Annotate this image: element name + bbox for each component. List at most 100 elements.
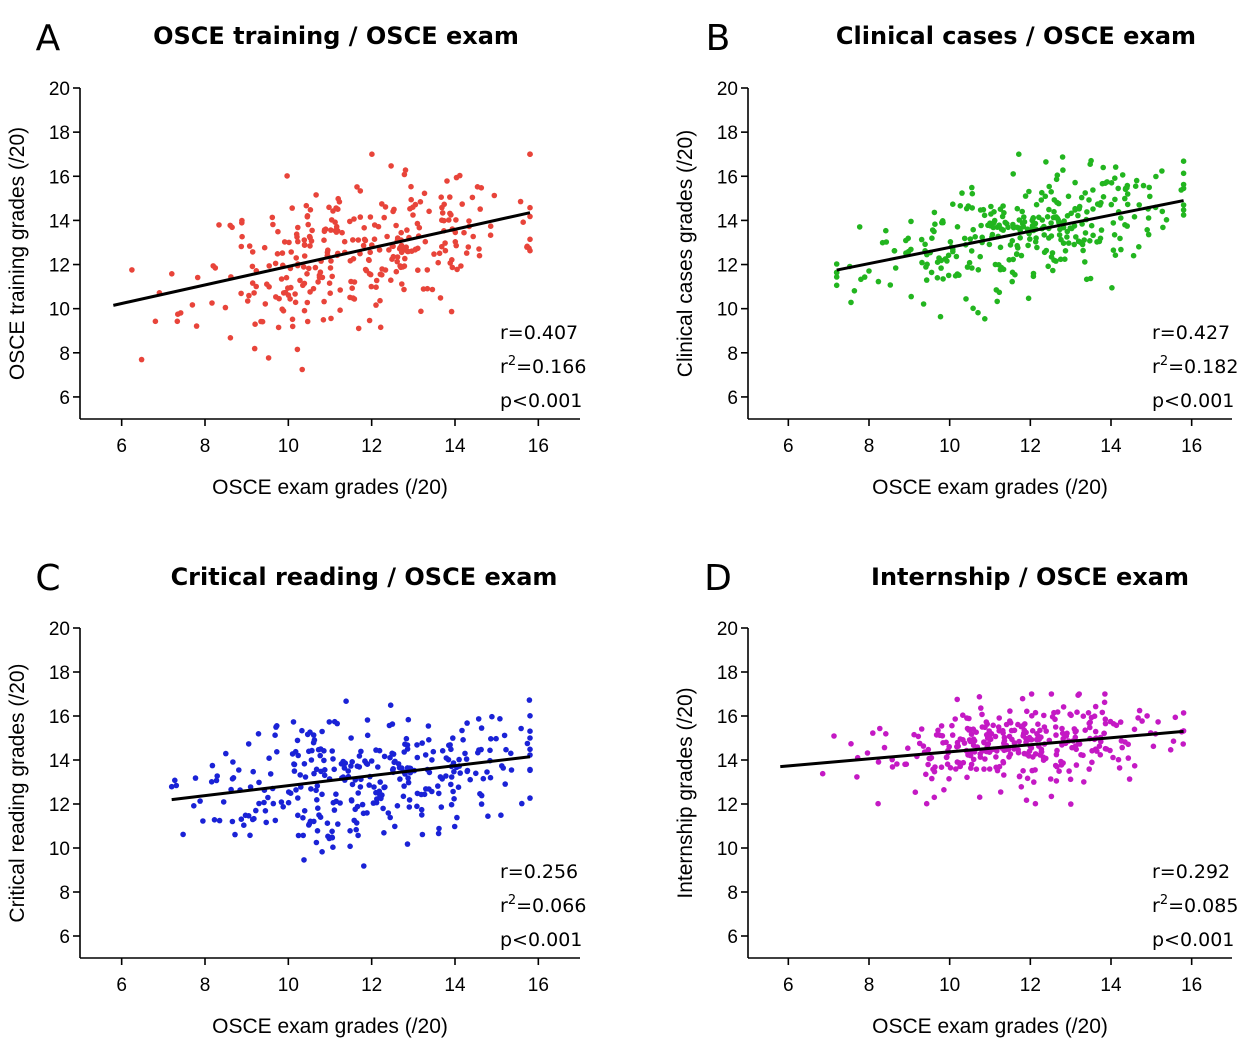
data-point bbox=[1033, 201, 1040, 208]
data-point bbox=[321, 748, 327, 754]
data-point bbox=[367, 271, 374, 278]
data-point bbox=[442, 247, 449, 254]
data-point bbox=[476, 246, 482, 252]
data-point bbox=[454, 266, 460, 273]
data-point bbox=[291, 768, 298, 774]
data-point bbox=[489, 713, 495, 720]
data-point bbox=[1086, 720, 1092, 727]
data-point bbox=[949, 722, 955, 729]
data-point bbox=[923, 277, 930, 283]
stat-r2-superscript: 2 bbox=[508, 893, 516, 908]
panel-b: B Clinical cases / OSCE exam 6 8 10 12 14 16 18 2… bbox=[674, 18, 1238, 499]
data-point bbox=[426, 769, 433, 776]
data-point bbox=[854, 774, 860, 780]
data-point bbox=[931, 209, 938, 216]
data-point bbox=[381, 830, 387, 836]
data-point bbox=[211, 817, 218, 823]
data-point bbox=[462, 750, 468, 757]
data-point bbox=[232, 831, 238, 838]
panel-letter: A bbox=[36, 18, 61, 59]
data-point bbox=[1021, 214, 1027, 220]
data-point bbox=[192, 775, 199, 781]
data-point bbox=[940, 740, 946, 746]
data-point bbox=[527, 735, 533, 741]
data-point bbox=[249, 263, 256, 270]
data-point bbox=[1067, 225, 1074, 231]
data-point bbox=[294, 346, 301, 353]
data-point bbox=[977, 253, 983, 260]
data-point bbox=[478, 725, 485, 731]
data-point bbox=[988, 211, 994, 217]
data-point bbox=[1080, 247, 1086, 254]
data-point bbox=[1180, 212, 1187, 218]
y-tick-label: 16 bbox=[717, 707, 738, 728]
data-point bbox=[1084, 209, 1090, 215]
data-point bbox=[1032, 800, 1039, 807]
data-point bbox=[408, 183, 414, 190]
data-point bbox=[487, 774, 494, 781]
x-tick-label: 10 bbox=[939, 975, 960, 996]
data-point bbox=[1002, 219, 1008, 226]
stat-r2-prefix: r bbox=[1152, 895, 1160, 917]
data-point bbox=[887, 282, 894, 288]
data-point bbox=[1048, 189, 1054, 195]
data-point bbox=[373, 277, 380, 284]
data-point bbox=[1139, 718, 1145, 724]
y-tick-label: 18 bbox=[717, 663, 738, 684]
data-point bbox=[1172, 714, 1179, 721]
data-point bbox=[436, 250, 443, 257]
data-point bbox=[986, 241, 993, 248]
data-point bbox=[324, 820, 331, 826]
data-point bbox=[216, 222, 222, 228]
data-point bbox=[943, 754, 950, 761]
data-point bbox=[950, 248, 956, 255]
data-point bbox=[934, 275, 941, 281]
data-point bbox=[487, 223, 494, 229]
data-point bbox=[246, 292, 252, 299]
data-point bbox=[425, 723, 432, 729]
stat-r2-value: =0.182 bbox=[1168, 356, 1238, 378]
x-tick-label: 14 bbox=[444, 975, 466, 996]
y-tick-label: 20 bbox=[49, 619, 70, 640]
data-point bbox=[491, 192, 498, 199]
data-point bbox=[377, 297, 383, 304]
panel-letter: B bbox=[706, 18, 731, 59]
data-point bbox=[357, 784, 364, 790]
data-point bbox=[448, 774, 455, 780]
data-point bbox=[404, 841, 411, 847]
data-point bbox=[1145, 231, 1152, 238]
data-point bbox=[1118, 246, 1124, 253]
data-point bbox=[426, 208, 432, 215]
data-point bbox=[371, 236, 378, 242]
data-point bbox=[341, 238, 348, 245]
data-point bbox=[1037, 752, 1043, 758]
data-point bbox=[908, 246, 914, 253]
data-point bbox=[364, 761, 371, 767]
data-point bbox=[400, 264, 406, 270]
y-tick-label: 6 bbox=[59, 927, 70, 948]
data-point bbox=[1112, 164, 1119, 170]
data-point bbox=[306, 822, 312, 828]
data-point bbox=[1054, 747, 1060, 754]
data-point bbox=[1009, 269, 1016, 276]
data-point bbox=[266, 284, 272, 290]
data-point bbox=[891, 248, 898, 254]
data-point bbox=[981, 739, 987, 746]
data-point bbox=[247, 784, 254, 790]
data-point bbox=[870, 730, 876, 736]
data-point bbox=[1020, 733, 1026, 739]
data-point bbox=[252, 321, 258, 328]
data-point bbox=[293, 231, 300, 237]
data-point bbox=[1013, 251, 1020, 258]
data-point bbox=[403, 735, 410, 742]
data-point bbox=[390, 208, 396, 215]
data-point bbox=[438, 194, 445, 200]
stat-p: p<0.001 bbox=[1152, 390, 1234, 412]
data-point bbox=[979, 724, 986, 730]
data-point bbox=[1068, 712, 1074, 719]
data-point bbox=[307, 234, 313, 241]
data-point bbox=[1087, 275, 1094, 282]
data-point bbox=[403, 244, 410, 250]
data-point bbox=[1099, 709, 1106, 716]
data-point bbox=[315, 746, 322, 753]
